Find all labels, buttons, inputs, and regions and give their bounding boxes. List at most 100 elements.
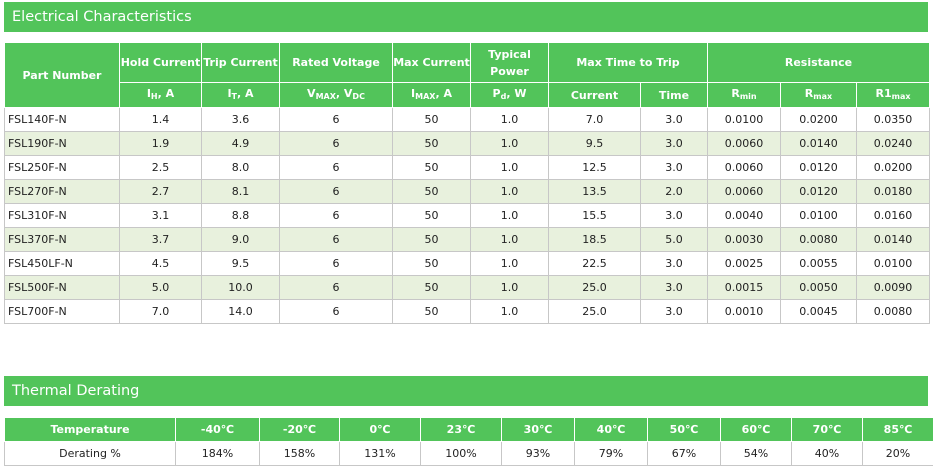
header-rated-voltage: Rated Voltage (279, 42, 393, 83)
table-cell: 50 (392, 251, 471, 276)
derating-cell: 131% (339, 441, 421, 466)
part-number-cell: FSL190F-N (4, 131, 120, 156)
table-cell: 0.0090 (856, 275, 930, 300)
table-row: FSL250F-N 2.5 8.0 6 50 1.0 12.5 3.0 0.00… (4, 155, 930, 180)
table-cell: 1.0 (470, 251, 549, 276)
table-cell: 0.0120 (780, 155, 857, 180)
table-cell: 0.0080 (856, 299, 930, 324)
header-temperature: Temperature (4, 417, 176, 442)
unit-ih: IH, A (119, 82, 202, 108)
table-cell: 12.5 (548, 155, 641, 180)
table-cell: 8.8 (201, 203, 280, 228)
table-cell: 6 (279, 299, 393, 324)
table-cell: 14.0 (201, 299, 280, 324)
table-cell: 0.0080 (780, 227, 857, 252)
temperature-header: 60℃ (720, 417, 792, 442)
table-cell: 3.0 (640, 155, 708, 180)
header-rmin: Rmin (707, 82, 781, 108)
derating-row: Derating % 184% 158% 131% 100% 93% 79% 6… (4, 441, 933, 466)
derating-cell: 20% (862, 441, 933, 466)
table-cell: 2.5 (119, 155, 202, 180)
table-cell: 7.0 (119, 299, 202, 324)
table-cell: 50 (392, 131, 471, 156)
table-cell: 6 (279, 179, 393, 204)
header-rmax: Rmax (780, 82, 857, 108)
table-cell: 10.0 (201, 275, 280, 300)
table-cell: 9.0 (201, 227, 280, 252)
table-cell: 13.5 (548, 179, 641, 204)
table-cell: 50 (392, 299, 471, 324)
table-cell: 0.0045 (780, 299, 857, 324)
thermal-derating-table: Temperature -40℃ -20℃ 0℃ 23℃ 30℃ 40℃ 50℃… (4, 417, 933, 466)
header-max-time-to-trip: Max Time to Trip (548, 42, 708, 83)
derating-cell: 40% (791, 441, 863, 466)
table-cell: 8.0 (201, 155, 280, 180)
table-cell: 1.0 (470, 107, 549, 132)
table-row: FSL370F-N 3.7 9.0 6 50 1.0 18.5 5.0 0.00… (4, 227, 930, 252)
table-cell: 9.5 (201, 251, 280, 276)
table-cell: 1.0 (470, 275, 549, 300)
derating-cell: 100% (420, 441, 502, 466)
table-row: FSL270F-N 2.7 8.1 6 50 1.0 13.5 2.0 0.00… (4, 179, 930, 204)
table-cell: 0.0350 (856, 107, 930, 132)
table-cell: 3.0 (640, 299, 708, 324)
table-cell: 1.0 (470, 179, 549, 204)
header-typical-power: Typical Power (470, 42, 549, 83)
header-hold-current: Hold Current (119, 42, 202, 83)
derating-cell: 158% (259, 441, 340, 466)
header-resistance: Resistance (707, 42, 930, 83)
table-cell: 5.0 (640, 227, 708, 252)
table-cell: 6 (279, 131, 393, 156)
table-cell: 4.9 (201, 131, 280, 156)
table-cell: 2.0 (640, 179, 708, 204)
part-number-cell: FSL700F-N (4, 299, 120, 324)
table-cell: 3.1 (119, 203, 202, 228)
thermal-derating-title: Thermal Derating (4, 376, 928, 406)
temperature-header: -40℃ (175, 417, 260, 442)
table-cell: 8.1 (201, 179, 280, 204)
unit-imax: IMAX, A (392, 82, 471, 108)
derating-cell: 184% (175, 441, 260, 466)
table-cell: 0.0060 (707, 179, 781, 204)
table-cell: 50 (392, 155, 471, 180)
table-cell: 3.0 (640, 251, 708, 276)
table-cell: 0.0200 (780, 107, 857, 132)
table-cell: 0.0140 (780, 131, 857, 156)
table-cell: 50 (392, 275, 471, 300)
table-row: FSL310F-N 3.1 8.8 6 50 1.0 15.5 3.0 0.00… (4, 203, 930, 228)
table-row: FSL140F-N 1.4 3.6 6 50 1.0 7.0 3.0 0.010… (4, 107, 930, 132)
part-number-cell: FSL370F-N (4, 227, 120, 252)
table-cell: 3.0 (640, 131, 708, 156)
table-cell: 0.0060 (707, 131, 781, 156)
table-cell: 0.0015 (707, 275, 781, 300)
table-cell: 1.9 (119, 131, 202, 156)
table-cell: 0.0010 (707, 299, 781, 324)
part-number-cell: FSL310F-N (4, 203, 120, 228)
table-cell: 0.0100 (707, 107, 781, 132)
temperature-header: 70℃ (791, 417, 863, 442)
table-cell: 1.0 (470, 155, 549, 180)
table-cell: 7.0 (548, 107, 641, 132)
header-r1max: R1max (856, 82, 930, 108)
table-cell: 1.0 (470, 227, 549, 252)
table-cell: 0.0100 (780, 203, 857, 228)
table-row: FSL450LF-N 4.5 9.5 6 50 1.0 22.5 3.0 0.0… (4, 251, 930, 276)
part-number-cell: FSL450LF-N (4, 251, 120, 276)
table-cell: 22.5 (548, 251, 641, 276)
table-cell: 25.0 (548, 299, 641, 324)
derating-cell: 79% (574, 441, 648, 466)
derating-cell: 54% (720, 441, 792, 466)
table-cell: 1.0 (470, 131, 549, 156)
table-row: FSL190F-N 1.9 4.9 6 50 1.0 9.5 3.0 0.006… (4, 131, 930, 156)
table-cell: 3.0 (640, 107, 708, 132)
table-cell: 1.0 (470, 299, 549, 324)
header-part-number: Part Number (4, 42, 120, 108)
table-cell: 0.0030 (707, 227, 781, 252)
table-cell: 0.0040 (707, 203, 781, 228)
table-cell: 0.0120 (780, 179, 857, 204)
temperature-header: 30℃ (501, 417, 575, 442)
table-cell: 0.0200 (856, 155, 930, 180)
table-cell: 6 (279, 155, 393, 180)
table-cell: 0.0025 (707, 251, 781, 276)
part-number-cell: FSL140F-N (4, 107, 120, 132)
